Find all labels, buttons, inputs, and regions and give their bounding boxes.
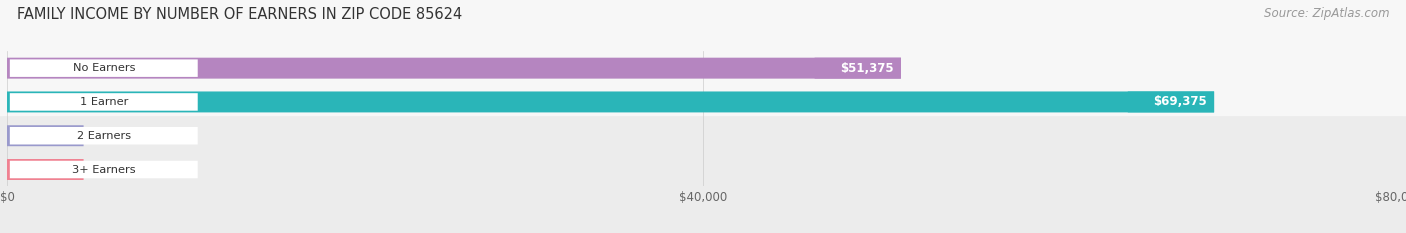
Text: 1 Earner: 1 Earner	[80, 97, 128, 107]
Text: $0: $0	[94, 129, 110, 142]
FancyBboxPatch shape	[0, 116, 1406, 233]
Text: $0: $0	[94, 163, 110, 176]
FancyBboxPatch shape	[7, 58, 901, 79]
FancyBboxPatch shape	[10, 93, 198, 111]
Text: $51,375: $51,375	[841, 62, 894, 75]
Text: $69,375: $69,375	[1153, 96, 1208, 108]
Text: 3+ Earners: 3+ Earners	[72, 164, 135, 175]
FancyBboxPatch shape	[10, 59, 198, 77]
FancyBboxPatch shape	[1128, 92, 1215, 112]
Text: Source: ZipAtlas.com: Source: ZipAtlas.com	[1264, 7, 1389, 20]
FancyBboxPatch shape	[10, 127, 198, 144]
Text: No Earners: No Earners	[73, 63, 135, 73]
FancyBboxPatch shape	[7, 125, 83, 146]
FancyBboxPatch shape	[814, 58, 901, 79]
FancyBboxPatch shape	[7, 159, 83, 180]
FancyBboxPatch shape	[0, 0, 1406, 122]
Text: 2 Earners: 2 Earners	[77, 131, 131, 141]
FancyBboxPatch shape	[7, 92, 1215, 112]
Text: FAMILY INCOME BY NUMBER OF EARNERS IN ZIP CODE 85624: FAMILY INCOME BY NUMBER OF EARNERS IN ZI…	[17, 7, 463, 22]
FancyBboxPatch shape	[10, 161, 198, 178]
